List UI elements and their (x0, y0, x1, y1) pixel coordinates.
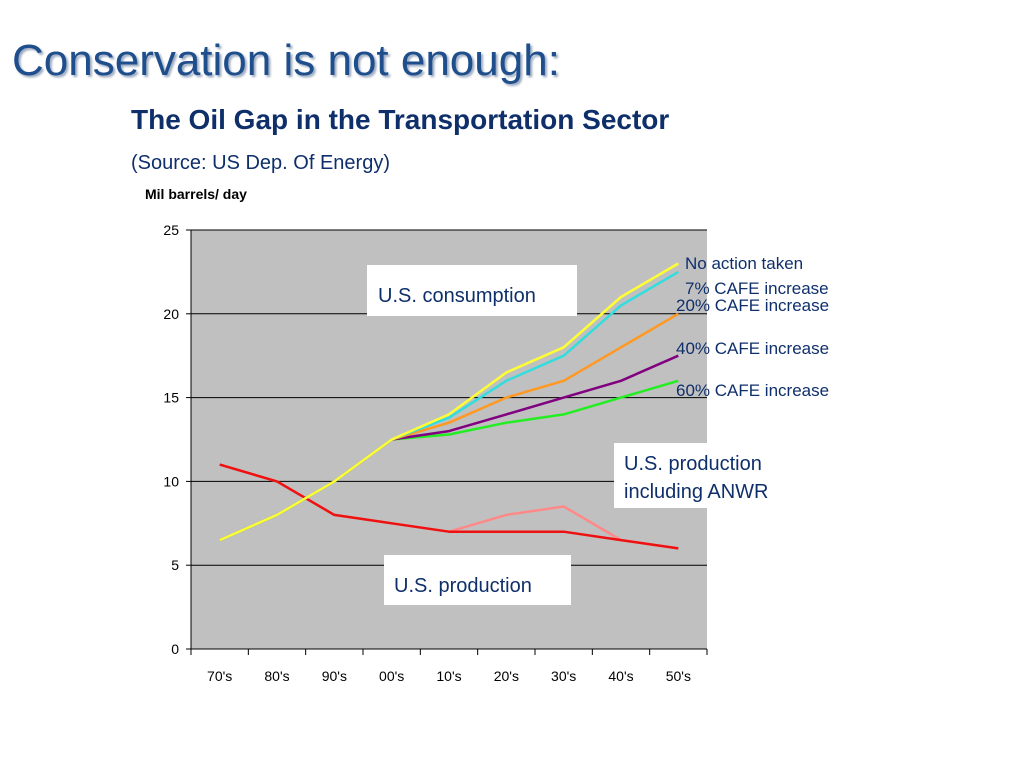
x-tick-label-7: 40's (608, 668, 633, 684)
series-lines (219, 262, 679, 550)
annotation-anwr-line2: including ANWR (624, 481, 769, 503)
y-tick-label-4: 20 (163, 306, 179, 322)
series-labels: No action taken 7% CAFE increase 20% CAF… (676, 254, 829, 400)
x-tick-label-3: 00's (379, 668, 404, 684)
x-tick-label-5: 20's (494, 668, 519, 684)
annotation-consumption: U.S. consumption (367, 265, 577, 316)
y-tick-label-1: 5 (171, 557, 179, 573)
y-axis-label: Mil barrels/ day (145, 186, 247, 202)
x-tick-label-6: 30's (551, 668, 576, 684)
annotation-production-anwr: U.S. production including ANWR (614, 443, 790, 508)
y-tick-label-2: 10 (163, 473, 179, 489)
series-line-production (219, 463, 679, 550)
x-tick-label-8: 50's (666, 668, 691, 684)
slide-subtitle: The Oil Gap in the Transportation Sector (131, 104, 670, 135)
series-label-40pct: 40% CAFE increase (676, 339, 829, 358)
x-tick-label-1: 80's (264, 668, 289, 684)
series-label-60pct: 60% CAFE increase (676, 381, 829, 400)
series-label-no-action: No action taken (685, 254, 803, 273)
annotation-consumption-text: U.S. consumption (378, 285, 536, 307)
x-tick-label-0: 70's (207, 668, 232, 684)
y-tick-label-5: 25 (163, 222, 179, 238)
axes: 0 5 10 15 20 25 70's 80's 90's 00's 10's 20's 30's 40… (163, 222, 708, 684)
annotation-anwr-line1: U.S. production (624, 453, 762, 475)
x-tick-label-2: 90's (322, 668, 347, 684)
y-tick-label-3: 15 (163, 390, 179, 406)
series-line-no-action (219, 262, 679, 542)
series-label-7pct: 7% CAFE increase (685, 279, 829, 298)
annotation-production: U.S. production (384, 555, 571, 605)
y-tick-label-0: 0 (171, 641, 179, 657)
x-tick-label-4: 10's (436, 668, 461, 684)
slide-title: Conservation is not enough: (12, 36, 560, 85)
series-label-20pct: 20% CAFE increase (676, 296, 829, 315)
source-note: (Source: US Dep. Of Energy) (131, 152, 390, 174)
annotation-production-text: U.S. production (394, 575, 532, 597)
